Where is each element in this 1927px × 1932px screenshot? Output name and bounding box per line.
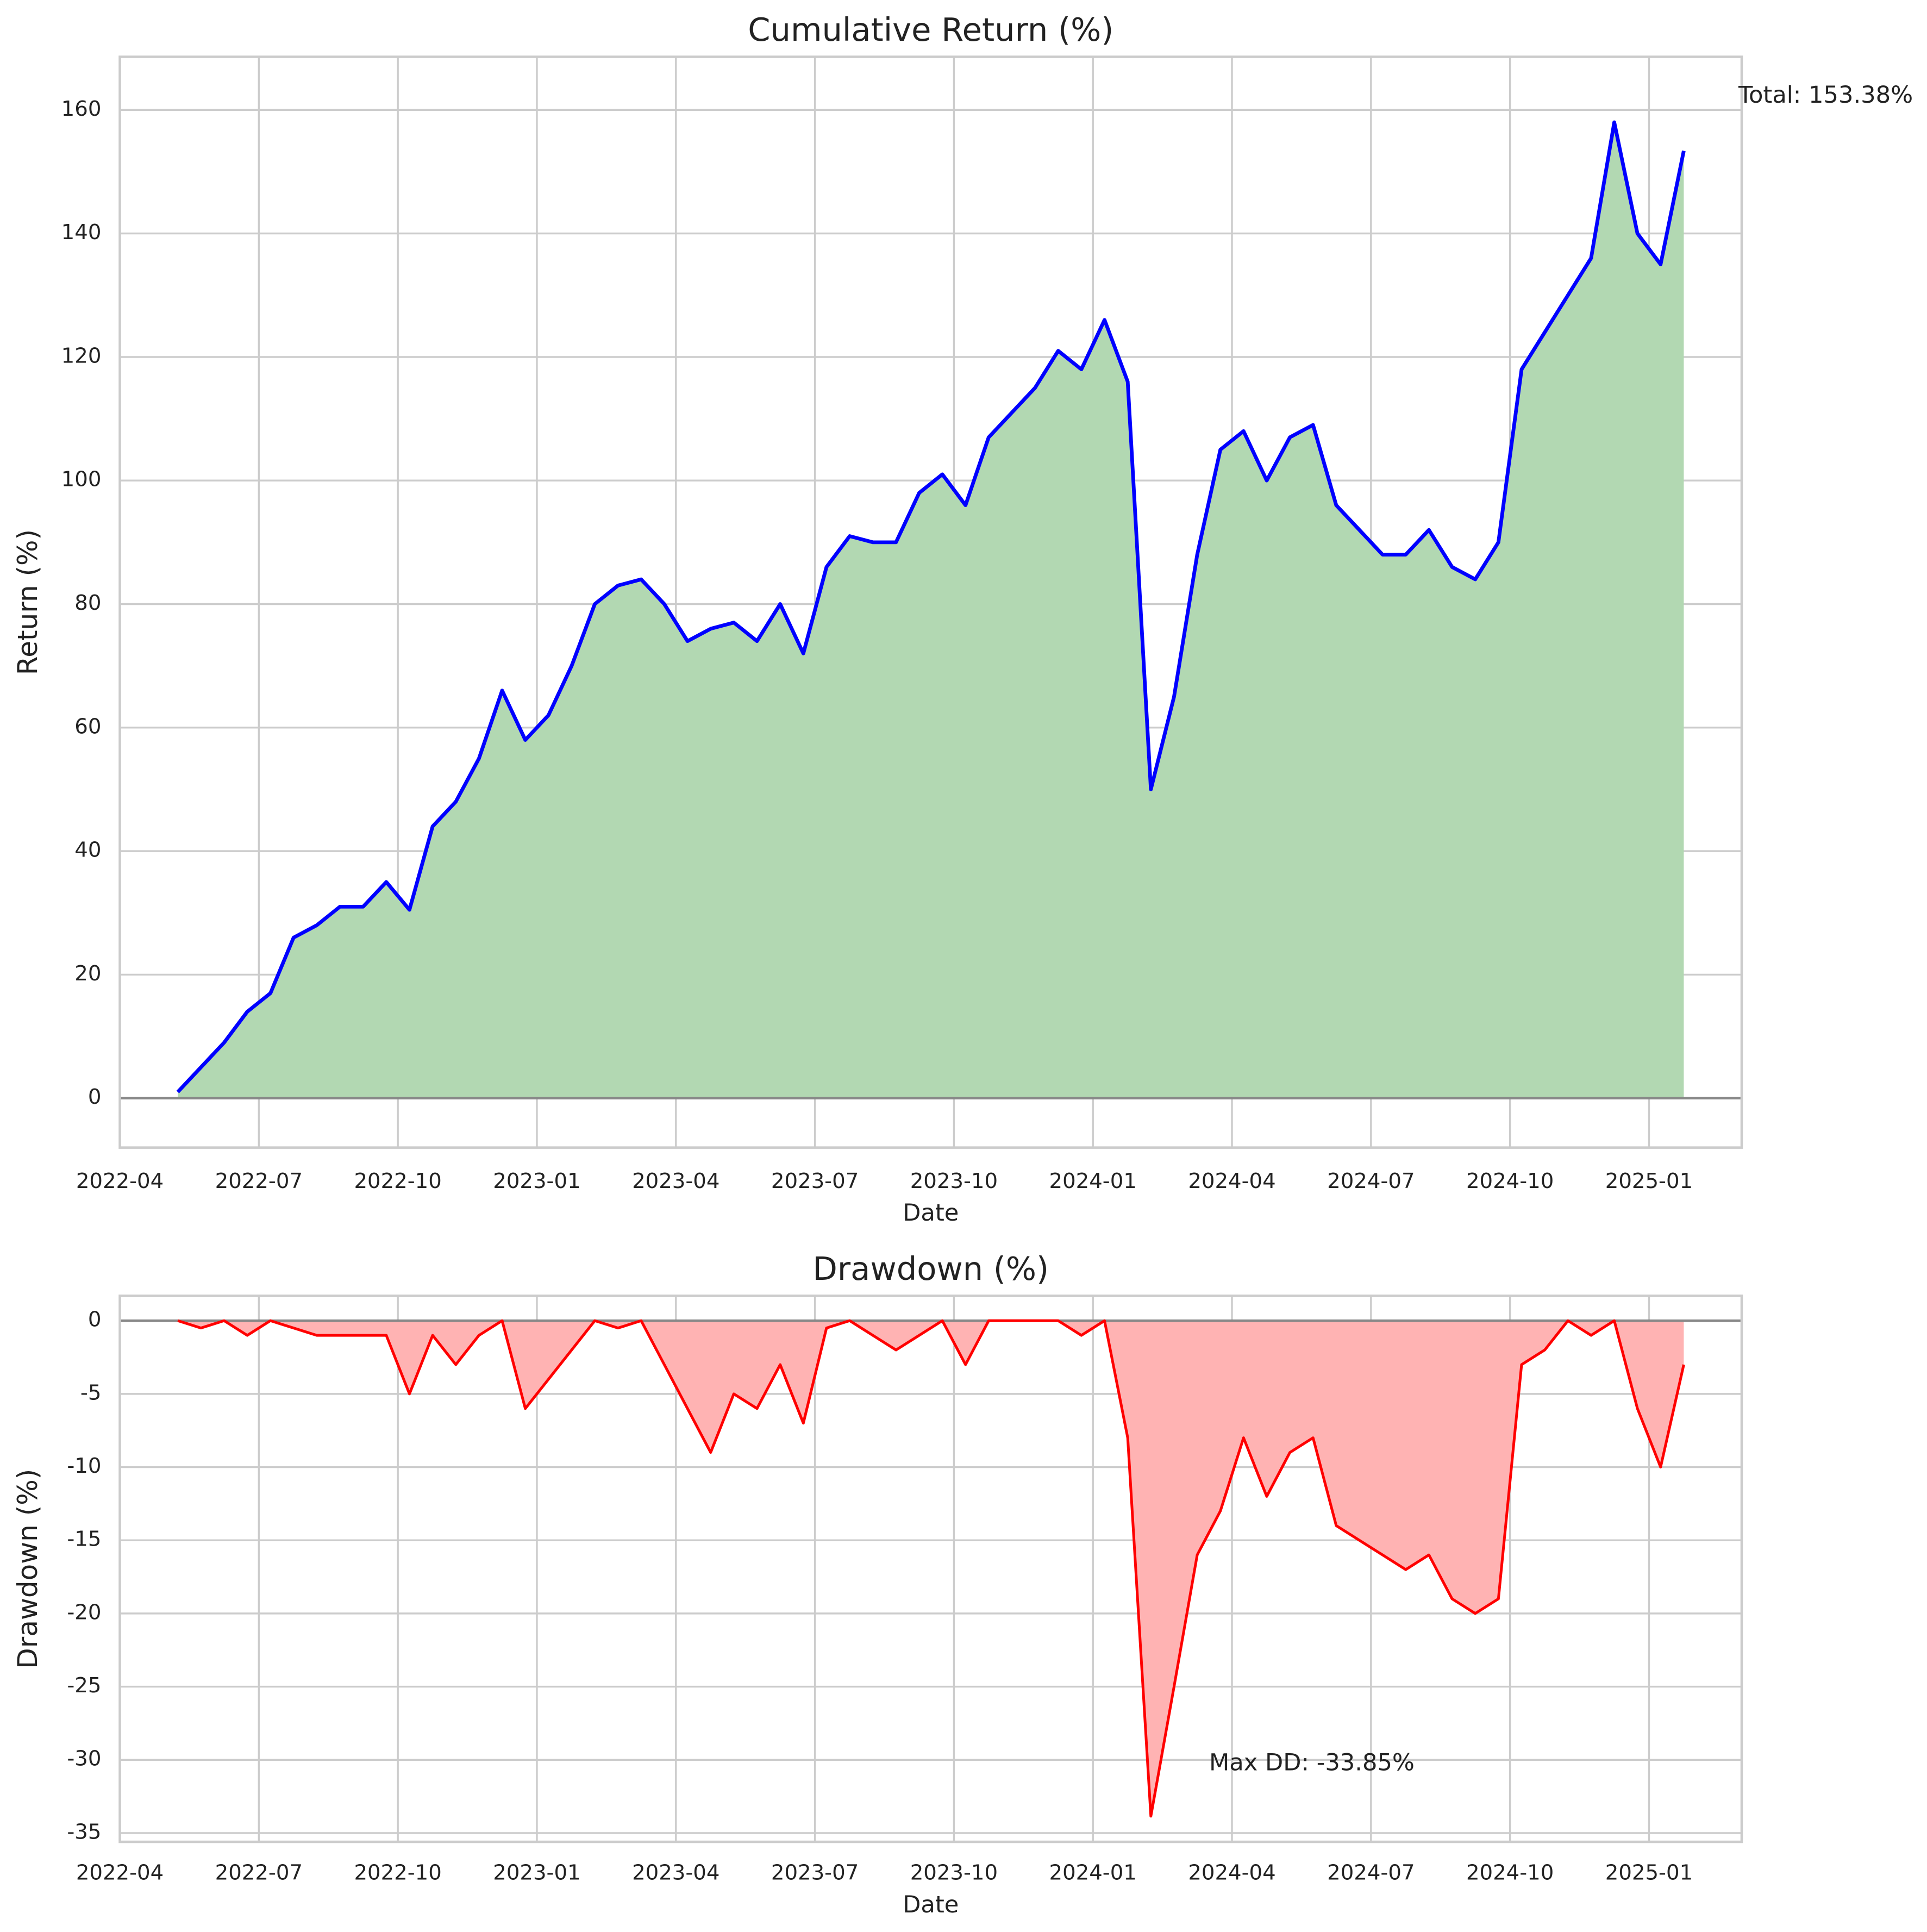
x-tick-label: 2024-01	[1049, 1861, 1137, 1885]
x-tick-label: 2023-01	[493, 1861, 580, 1885]
x-tick-label: 2025-01	[1605, 1861, 1693, 1885]
y-axis-label: Drawdown (%)	[12, 1469, 43, 1669]
x-tick-label: 2022-07	[215, 1861, 303, 1885]
y-tick-label: -10	[67, 1454, 101, 1478]
chart-title: Drawdown (%)	[812, 1250, 1049, 1287]
y-tick-label: 160	[61, 97, 102, 121]
x-tick-label: 2023-07	[771, 1169, 859, 1193]
x-axis-label: Date	[903, 1891, 959, 1918]
y-tick-label: -20	[67, 1600, 101, 1624]
annotation: Max DD: -33.85%	[1209, 1749, 1415, 1776]
x-tick-label: 2024-04	[1188, 1861, 1275, 1885]
area	[178, 1321, 1684, 1816]
x-tick-label: 2024-01	[1049, 1169, 1137, 1193]
annotation: Total: 153.38%	[1738, 82, 1913, 109]
x-tick-label: 2023-10	[910, 1861, 998, 1885]
y-tick-label: 60	[74, 714, 101, 739]
y-tick-label: -30	[67, 1747, 101, 1771]
x-tick-label: 2025-01	[1605, 1169, 1693, 1193]
y-tick-label: -15	[67, 1527, 101, 1552]
y-tick-label: 20	[74, 961, 101, 986]
x-tick-label: 2022-10	[354, 1169, 441, 1193]
x-tick-label: 2023-07	[771, 1861, 859, 1885]
x-tick-label: 2024-07	[1327, 1169, 1415, 1193]
line	[177, 1319, 1685, 1818]
axes-frame	[118, 1295, 1743, 1843]
chart-title: Cumulative Return (%)	[748, 11, 1113, 48]
y-tick-label: 100	[61, 467, 102, 492]
x-tick-label: 2022-04	[76, 1861, 164, 1885]
y-tick-label: 0	[88, 1308, 102, 1332]
x-tick-label: 2023-04	[632, 1169, 720, 1193]
x-tick-label: 2022-10	[354, 1861, 441, 1885]
axes-frame	[118, 55, 1743, 1149]
y-tick-label: 40	[74, 838, 101, 862]
x-tick-label: 2024-10	[1466, 1169, 1554, 1193]
x-tick-label: 2022-04	[76, 1169, 164, 1193]
x-tick-label: 2023-04	[632, 1861, 720, 1885]
x-tick-label: 2024-10	[1466, 1861, 1554, 1885]
y-tick-label: -5	[80, 1380, 102, 1405]
y-tick-label: 140	[61, 220, 102, 245]
y-tick-label: -25	[67, 1673, 101, 1698]
area	[178, 122, 1684, 1098]
y-tick-label: 0	[88, 1085, 102, 1109]
x-tick-label: 2023-01	[493, 1169, 580, 1193]
x-tick-label: 2024-07	[1327, 1861, 1415, 1885]
y-tick-label: 80	[74, 591, 101, 615]
y-tick-label: -35	[67, 1820, 101, 1844]
x-tick-label: 2023-10	[910, 1169, 998, 1193]
line	[176, 120, 1686, 1093]
x-tick-label: 2022-07	[215, 1169, 303, 1193]
x-tick-label: 2024-04	[1188, 1169, 1275, 1193]
x-axis-label: Date	[903, 1199, 959, 1227]
y-tick-label: 120	[61, 343, 102, 368]
y-axis-label: Return (%)	[12, 529, 43, 675]
